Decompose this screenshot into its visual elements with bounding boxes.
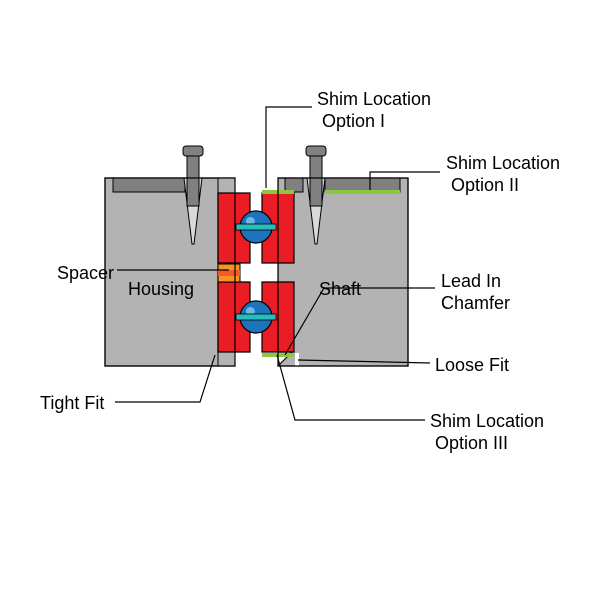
label-shim3-line1: Shim Location	[430, 410, 544, 433]
diagram-canvas: Shim Location Option I Shim Location Opt…	[0, 0, 600, 600]
label-tight-fit: Tight Fit	[40, 392, 104, 415]
label-shim2-line2: Option II	[451, 174, 519, 197]
label-shaft: Shaft	[319, 278, 361, 301]
label-shim1-line2: Option I	[322, 110, 385, 133]
label-leadin-line1: Lead In	[441, 270, 501, 293]
label-spacer: Spacer	[57, 262, 114, 285]
label-leadin-line2: Chamfer	[441, 292, 510, 315]
label-shim2-line1: Shim Location	[446, 152, 560, 175]
label-shim1-line1: Shim Location	[317, 88, 431, 111]
label-shim3-line2: Option III	[435, 432, 508, 455]
label-loose-fit: Loose Fit	[435, 354, 509, 377]
label-housing: Housing	[128, 278, 194, 301]
